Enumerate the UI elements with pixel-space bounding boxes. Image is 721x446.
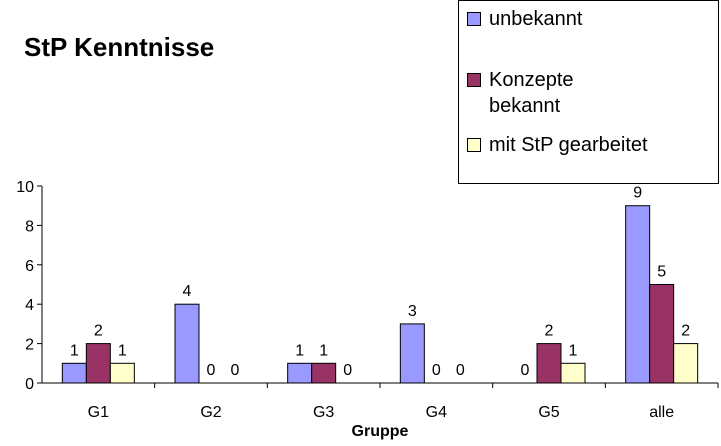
y-tick-label: 8 bbox=[25, 218, 34, 235]
legend-swatch-konzepte bbox=[467, 73, 481, 87]
y-tick-label: 6 bbox=[25, 258, 34, 275]
data-label: 1 bbox=[319, 342, 328, 359]
y-tick-label: 2 bbox=[25, 337, 34, 354]
x-axis-label: Gruppe bbox=[352, 423, 409, 440]
x-tick-label: G1 bbox=[88, 404, 109, 421]
x-tick-label: alle bbox=[649, 404, 674, 421]
bar bbox=[311, 362, 337, 384]
data-label: 3 bbox=[408, 303, 417, 320]
legend: unbekannt Konzepte bekannt mit StP gearb… bbox=[458, 0, 719, 184]
bar bbox=[649, 284, 675, 384]
bar bbox=[673, 343, 699, 384]
data-label: 0 bbox=[432, 362, 441, 379]
legend-swatch-mit-stp bbox=[467, 138, 481, 152]
legend-label-unbekannt: unbekannt bbox=[489, 8, 583, 30]
y-tick-label: 4 bbox=[25, 297, 34, 314]
data-label: 1 bbox=[70, 342, 79, 359]
data-label: 9 bbox=[633, 185, 642, 202]
bar bbox=[399, 323, 425, 384]
bar bbox=[85, 343, 111, 384]
y-tick-label: 10 bbox=[16, 179, 34, 196]
bar bbox=[536, 343, 562, 384]
x-tick-label: G3 bbox=[313, 404, 334, 421]
data-label: 2 bbox=[94, 323, 103, 340]
data-label: 0 bbox=[231, 362, 240, 379]
chart-title: StP Kenntnisse bbox=[24, 32, 215, 62]
x-tick-label: G5 bbox=[538, 404, 559, 421]
data-label: 1 bbox=[569, 342, 578, 359]
data-label: 1 bbox=[118, 342, 127, 359]
x-tick-label: G2 bbox=[200, 404, 221, 421]
data-label: 0 bbox=[207, 362, 216, 379]
data-label: 4 bbox=[183, 283, 192, 300]
data-label: 1 bbox=[295, 342, 304, 359]
legend-swatch-unbekannt bbox=[467, 12, 481, 26]
legend-label-konzepte: Konzepte bekannt bbox=[489, 69, 574, 117]
bar bbox=[109, 362, 135, 384]
bar bbox=[174, 303, 200, 384]
bar bbox=[287, 362, 313, 384]
legend-label-mit-stp: mit StP gearbeitet bbox=[489, 134, 648, 156]
bar bbox=[560, 362, 586, 384]
y-tick-label: 0 bbox=[25, 376, 34, 393]
bar bbox=[61, 362, 87, 384]
bar bbox=[625, 205, 651, 384]
data-label: 5 bbox=[657, 264, 666, 281]
data-label: 0 bbox=[456, 362, 465, 379]
data-label: 2 bbox=[545, 323, 554, 340]
data-label: 0 bbox=[521, 362, 530, 379]
data-label: 0 bbox=[343, 362, 352, 379]
data-label: 2 bbox=[681, 323, 690, 340]
x-tick-label: G4 bbox=[426, 404, 447, 421]
